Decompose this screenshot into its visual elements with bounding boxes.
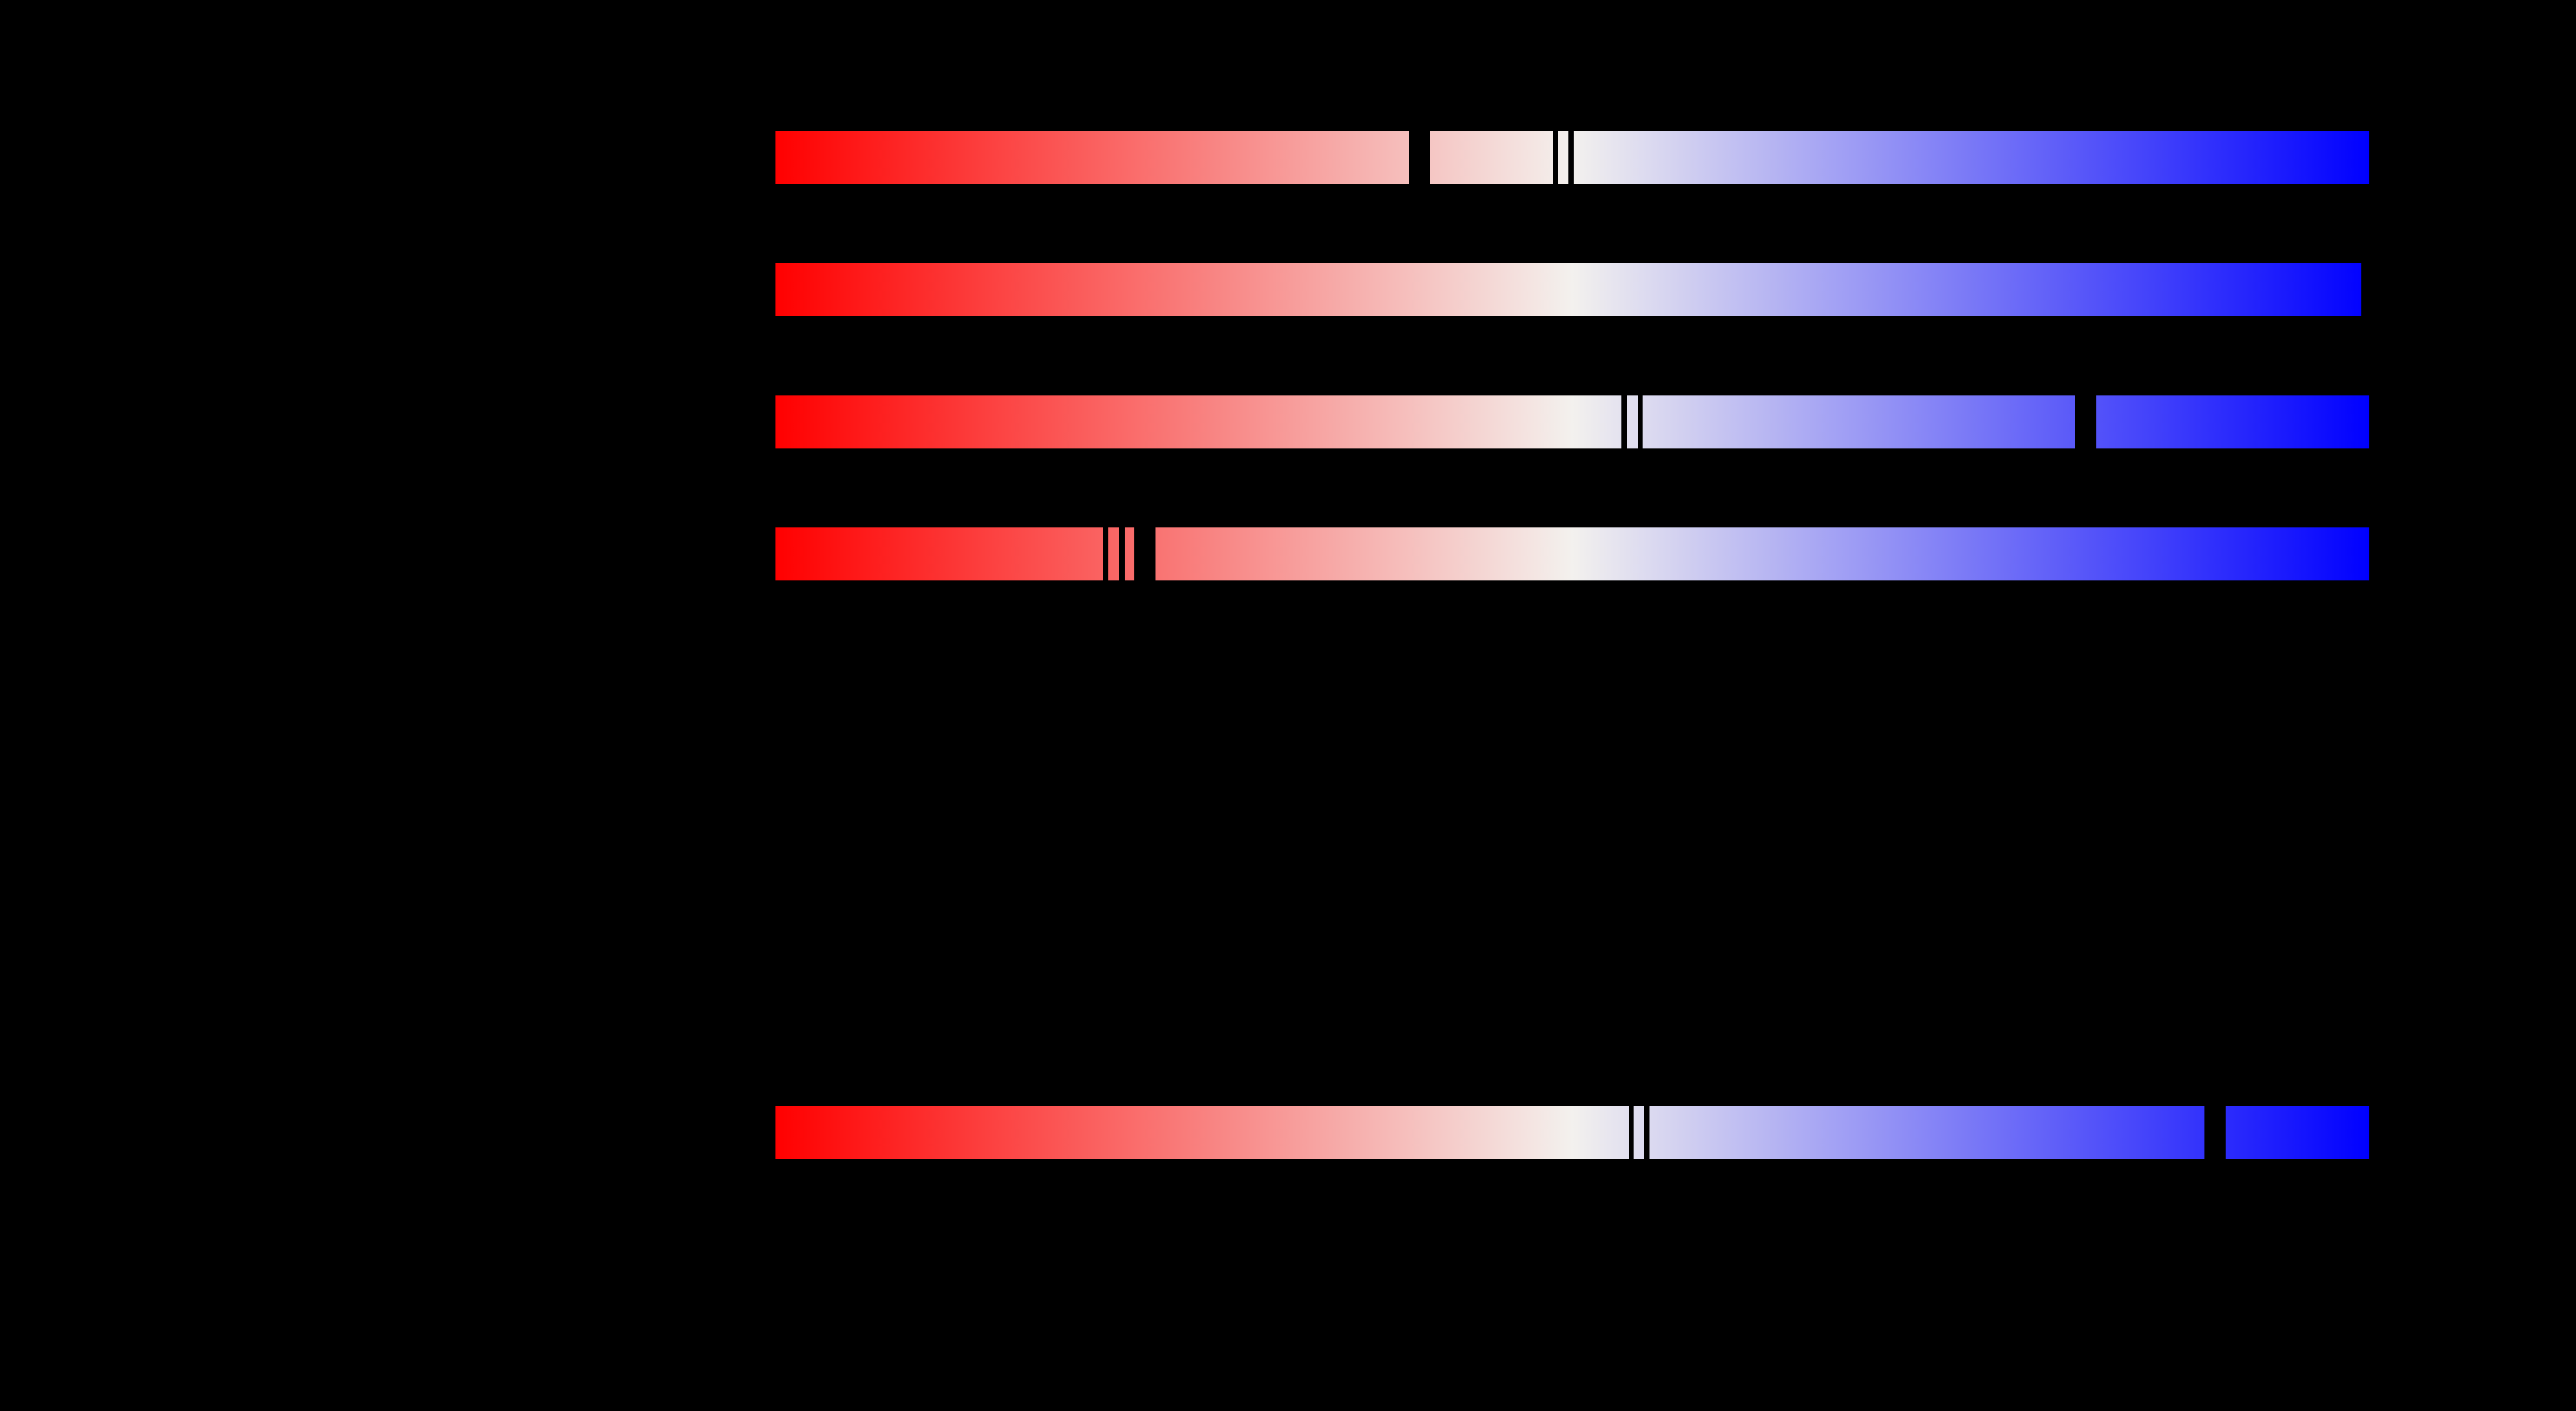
bar-gap xyxy=(1553,130,1558,184)
timeline-plot-area xyxy=(775,0,2369,1411)
bar-gap xyxy=(1568,130,1574,184)
gradient-bar-row-1 xyxy=(775,130,2369,184)
bar-gap xyxy=(1628,1106,1634,1160)
gradient-bar-row-2 xyxy=(775,262,2369,316)
bar-gap xyxy=(1621,394,1627,449)
bar-gap xyxy=(1638,394,1643,449)
bar-gap xyxy=(1644,1106,1650,1160)
bar-gap xyxy=(2204,1106,2226,1160)
bar-gap xyxy=(2361,262,2369,316)
bar-gap xyxy=(2075,394,2096,449)
bar-gap xyxy=(1408,130,1430,184)
gradient-bar-row-4 xyxy=(775,527,2369,581)
bar-gap xyxy=(1134,527,1156,581)
bar-gap xyxy=(1102,527,1109,581)
gradient-bar-row-3 xyxy=(775,394,2369,449)
gradient-bar-row-5 xyxy=(775,1106,2369,1160)
bar-gap xyxy=(1119,527,1125,581)
